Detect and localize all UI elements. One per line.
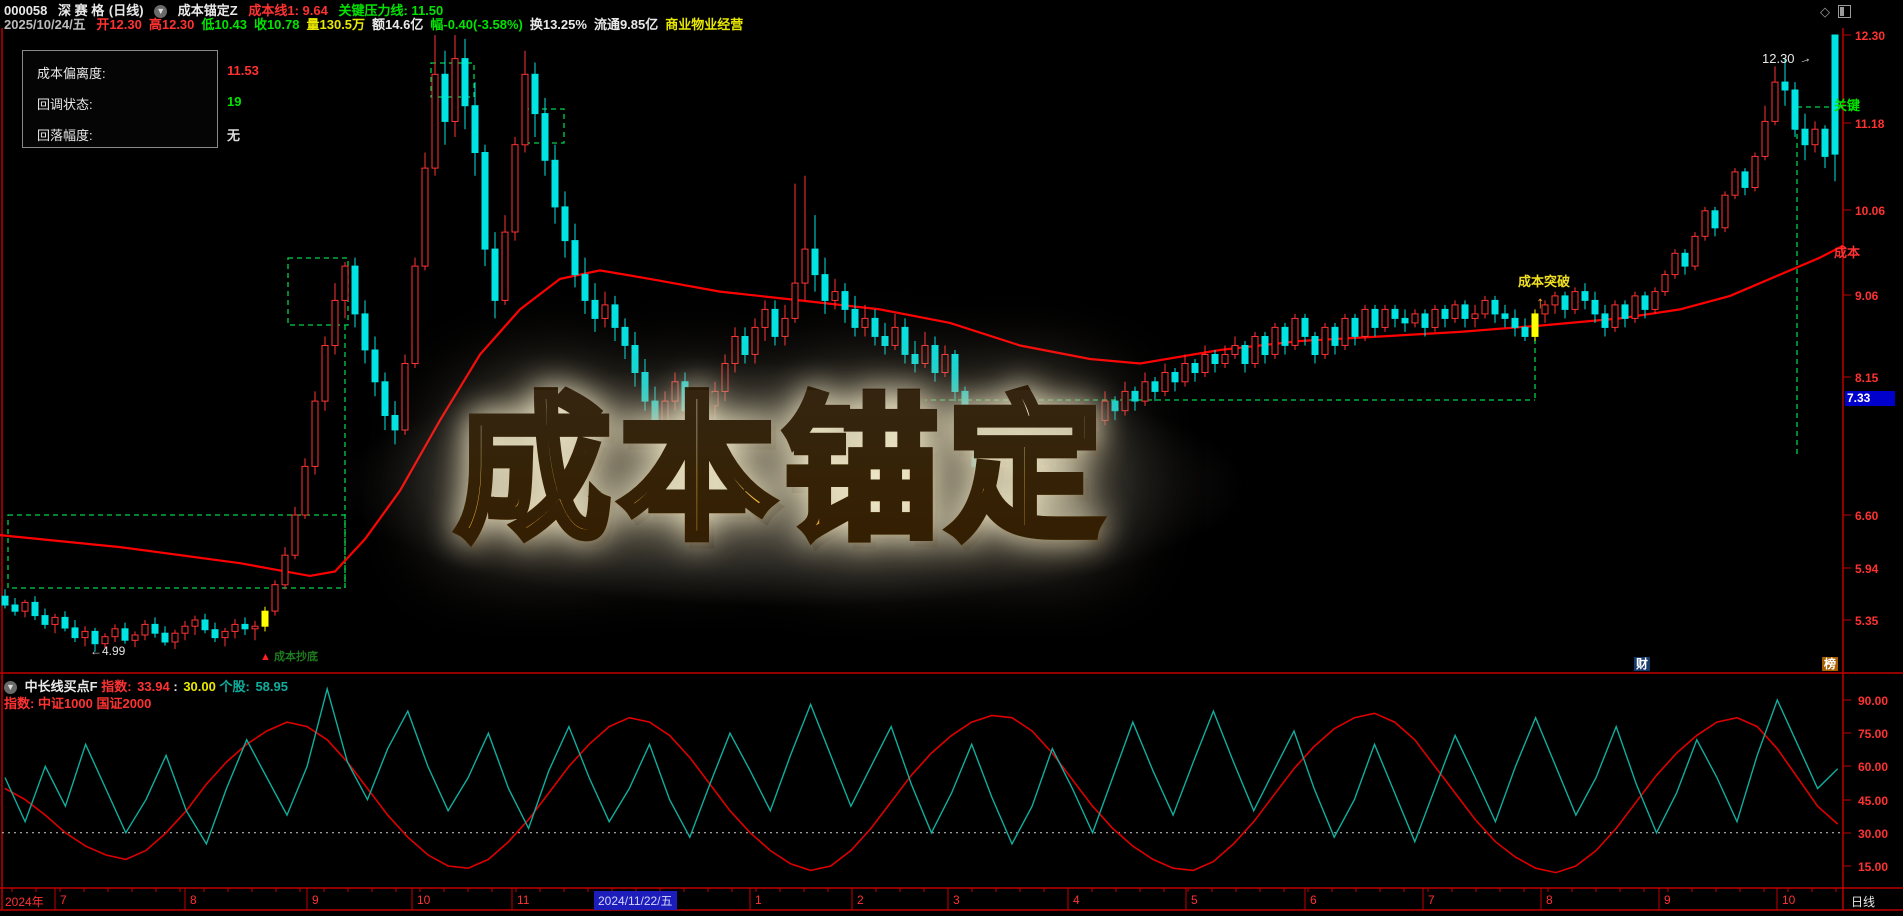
header-line1: 000058 深 赛 格 (日线) ▼ 成本锚定Z 成本线1: 9.64 关键压… — [4, 0, 450, 19]
diamond-icon[interactable]: ◇ — [1820, 4, 1830, 19]
time-axis-label[interactable]: 10 — [1782, 893, 1796, 907]
time-axis-label[interactable]: 3 — [953, 893, 960, 907]
oscillator-index-line — [4, 712, 1839, 874]
peak-price-callout: 12.30 → — [1762, 49, 1814, 68]
time-axis-label[interactable]: 7 — [1428, 893, 1435, 907]
quote-field: 量130.5万 — [306, 17, 366, 32]
time-axis-label[interactable]: 9 — [312, 893, 319, 907]
info-row-value: 19 — [227, 94, 242, 109]
ranking-badge[interactable]: 榜 — [1822, 657, 1839, 671]
quote-field: 额14.6亿 — [372, 17, 424, 32]
header-line2: 2025/10/24/五 开12.30 高12.30 低10.43 收10.78 量13… — [4, 14, 757, 32]
oscillator-subtitle: 指数: 中证1000 国证2000 — [4, 696, 152, 711]
oscillator-axis-label: 90.00 — [1858, 694, 1889, 708]
breakout-arrow-icon: ↑ — [1536, 293, 1545, 312]
time-axis-label[interactable]: 6 — [1310, 893, 1317, 907]
bottom-signal: ▲ 成本抄底 — [260, 648, 318, 664]
selected-date-highlight[interactable]: 2024/11/22/五 — [594, 891, 677, 910]
time-axis-label[interactable]: 4 — [1073, 893, 1080, 907]
cost-line — [0, 244, 1844, 578]
quote-date: 2025/10/24/五 — [4, 17, 86, 32]
price-axis-label: 9.06 — [1855, 289, 1879, 303]
quote-field: 商业物业经营 — [665, 17, 744, 32]
up-triangle-icon: ▲ — [260, 651, 271, 663]
breakout-label: 成本突破 — [1518, 274, 1571, 289]
pressure-edge-label: 关键 — [1834, 98, 1861, 113]
indicator-name[interactable]: 成本锚定Z — [177, 3, 238, 18]
quote-field: 流通9.85亿 — [593, 17, 659, 32]
time-axis-label[interactable]: 7 — [60, 893, 67, 907]
quote-fields: 开12.30 高12.30 低10.43 收10.78 量130.5万 额14.6亿 幅-0… — [96, 17, 750, 32]
current-price-marker: 7.33 — [1845, 391, 1895, 406]
cost-edge-label: 成本 — [1834, 245, 1861, 260]
split-window-icon[interactable] — [1838, 5, 1851, 18]
time-axis-label[interactable]: 5 — [1191, 893, 1198, 907]
chart-period: (日线) — [108, 3, 144, 18]
osc-stock-value: 58.95 — [255, 679, 288, 694]
time-axis-label[interactable]: 8 — [190, 893, 197, 907]
quote-field: 幅-0.40(-3.58%) — [430, 17, 523, 32]
oscillator-axis-label: 60.00 — [1858, 760, 1889, 774]
quote-field: 换13.25% — [529, 17, 587, 32]
time-axis-label[interactable]: 11 — [517, 893, 530, 907]
watermark-title: 成本锚定 — [398, 386, 1168, 557]
stock-name[interactable]: 深 赛 格 — [58, 3, 105, 18]
low-price-marker: ←4.99 — [90, 644, 126, 658]
stock-code[interactable]: 000058 — [4, 3, 48, 18]
info-row-label: 回落幅度: — [37, 128, 93, 143]
price-axis-label: 11.18 — [1855, 117, 1885, 131]
price-axis-label: 12.30 — [1855, 29, 1886, 43]
osc-index-label: 指数: — [101, 679, 132, 694]
quote-field: 高12.30 — [148, 17, 195, 32]
price-axis-label: 6.60 — [1855, 509, 1879, 523]
watermark-glow — [330, 360, 1250, 610]
period-label[interactable]: 日线 — [1851, 895, 1876, 909]
chevron-down-icon[interactable]: ▼ — [154, 5, 168, 19]
info-row-label: 成本偏离度: — [37, 66, 106, 81]
indicator-info-panel: 成本偏离度: 11.53 回调状态: 19 回落幅度: 无 — [22, 50, 259, 148]
arrow-right-icon: → — [1796, 49, 1814, 68]
osc-index-value: 33.94 — [137, 679, 170, 694]
info-row-value: 无 — [227, 128, 241, 143]
candlestick-series — [1, 34, 1839, 652]
oscillator-name[interactable]: 中长线买点F — [24, 679, 98, 694]
osc-separator: : — [173, 679, 178, 694]
info-row-value: 11.53 — [227, 63, 259, 78]
chart-frame — [0, 28, 1903, 911]
info-row-label: 回调状态: — [37, 97, 93, 112]
cost-line-value: 成本线1: 9.64 — [248, 3, 328, 18]
price-axis-label: 5.35 — [1855, 614, 1879, 628]
price-axis-label: 5.94 — [1855, 562, 1879, 576]
quote-field: 收10.78 — [253, 17, 300, 32]
price-axis-label: 10.06 — [1855, 204, 1886, 218]
time-axis-label[interactable]: 2 — [857, 893, 864, 907]
quote-field: 开12.30 — [96, 17, 142, 32]
finance-badge[interactable]: 财 — [1634, 657, 1651, 671]
chevron-down-icon[interactable]: ▼ — [4, 681, 17, 695]
time-axis-label[interactable]: 8 — [1546, 893, 1553, 907]
oscillator-axis-label: 30.00 — [1858, 827, 1889, 841]
time-axis-label[interactable]: 1 — [755, 893, 762, 907]
pressure-line-value: 关键压力线: 11.50 — [338, 3, 444, 18]
time-axis-label[interactable]: 10 — [417, 893, 431, 907]
osc-stock-label: 个股: — [219, 679, 250, 694]
oscillator-axis-label: 45.00 — [1858, 794, 1889, 808]
oscillator-axis-label: 75.00 — [1858, 727, 1889, 741]
peak-price-value: 12.30 — [1762, 51, 1795, 66]
osc-threshold-value: 30.00 — [183, 679, 216, 694]
time-axis-label[interactable]: 9 — [1664, 893, 1671, 907]
oscillator-axis-label: 15.00 — [1858, 860, 1889, 874]
quote-field: 低10.43 — [201, 17, 247, 32]
bottom-signal-label: 成本抄底 — [273, 651, 318, 663]
oscillator-stock-line — [4, 686, 1839, 846]
time-axis-label[interactable]: 2024年 — [5, 895, 44, 909]
price-axis-label: 8.15 — [1855, 371, 1879, 385]
oscillator-header: ▼ 中长线买点F 指数: 33.94 : 30.00 个股: 58.95 — [4, 676, 288, 695]
